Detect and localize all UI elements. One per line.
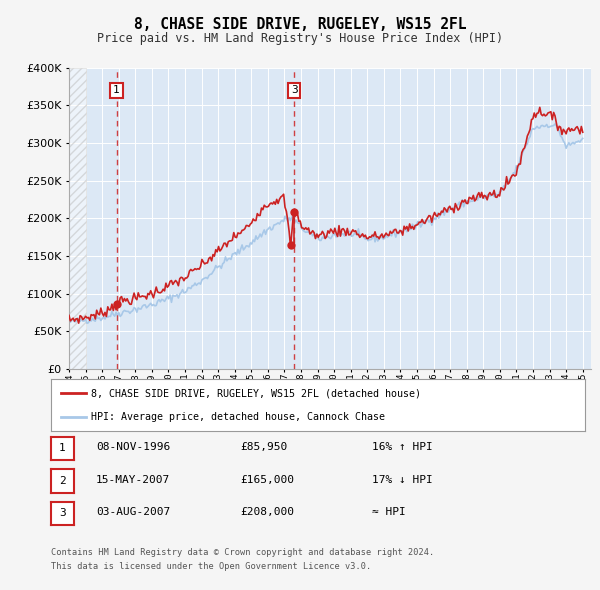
Text: 03-AUG-2007: 03-AUG-2007	[96, 507, 170, 517]
Text: £85,950: £85,950	[240, 442, 287, 452]
Text: 2: 2	[59, 476, 66, 486]
Text: 1: 1	[59, 444, 66, 453]
Text: 8, CHASE SIDE DRIVE, RUGELEY, WS15 2FL (detached house): 8, CHASE SIDE DRIVE, RUGELEY, WS15 2FL (…	[91, 388, 421, 398]
Text: 08-NOV-1996: 08-NOV-1996	[96, 442, 170, 452]
Text: Price paid vs. HM Land Registry's House Price Index (HPI): Price paid vs. HM Land Registry's House …	[97, 32, 503, 45]
Text: £208,000: £208,000	[240, 507, 294, 517]
Text: 15-MAY-2007: 15-MAY-2007	[96, 475, 170, 484]
Text: £165,000: £165,000	[240, 475, 294, 484]
Text: 17% ↓ HPI: 17% ↓ HPI	[372, 475, 433, 484]
Bar	[69, 68, 86, 369]
Text: ≈ HPI: ≈ HPI	[372, 507, 406, 517]
Text: This data is licensed under the Open Government Licence v3.0.: This data is licensed under the Open Gov…	[51, 562, 371, 571]
Text: Contains HM Land Registry data © Crown copyright and database right 2024.: Contains HM Land Registry data © Crown c…	[51, 548, 434, 557]
Text: 16% ↑ HPI: 16% ↑ HPI	[372, 442, 433, 452]
Text: 3: 3	[291, 86, 298, 96]
Text: 3: 3	[59, 509, 66, 518]
Text: 8, CHASE SIDE DRIVE, RUGELEY, WS15 2FL: 8, CHASE SIDE DRIVE, RUGELEY, WS15 2FL	[134, 17, 466, 31]
Text: HPI: Average price, detached house, Cannock Chase: HPI: Average price, detached house, Cann…	[91, 412, 385, 422]
Text: 1: 1	[113, 86, 120, 96]
